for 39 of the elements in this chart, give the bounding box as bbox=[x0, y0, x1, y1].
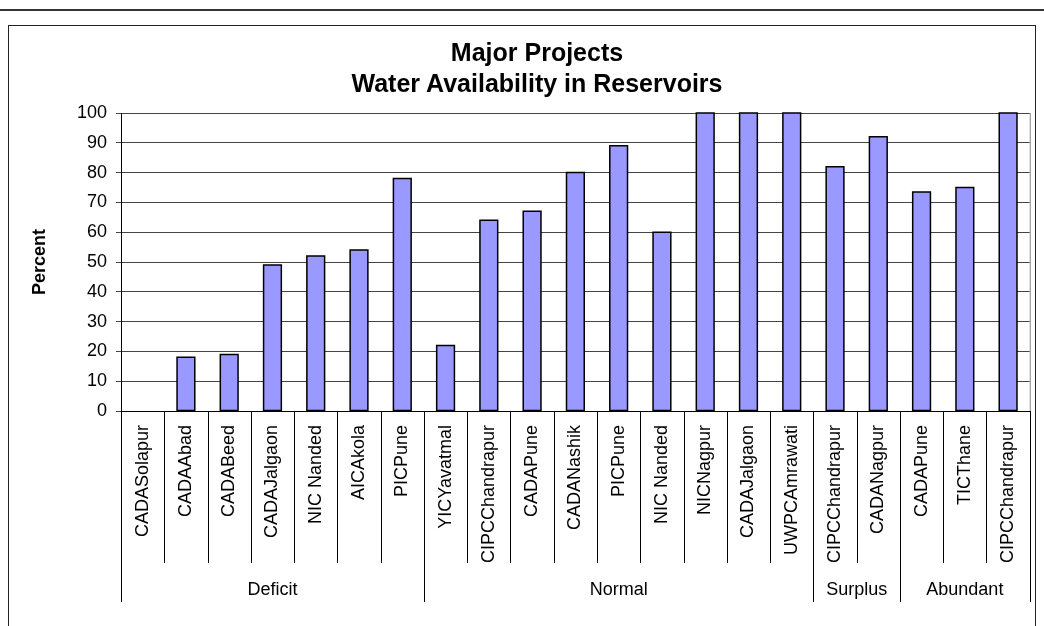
x-tick-label: CADASolapur bbox=[131, 425, 152, 538]
y-tick-label: 20 bbox=[86, 340, 107, 361]
y-tick-label: 30 bbox=[86, 310, 107, 331]
x-tick-label: PICPune bbox=[607, 425, 628, 498]
text: Surplus bbox=[826, 578, 888, 599]
y-tick-label: 0 bbox=[96, 399, 107, 420]
x-tick-label: CIPCChandrapur bbox=[477, 425, 498, 564]
x-tick-label: CADAPune bbox=[521, 425, 542, 518]
x-tick-label: PICPune bbox=[391, 425, 412, 498]
text: Abundant bbox=[926, 578, 1004, 599]
x-tick-label: UWPCAmrawati bbox=[780, 425, 801, 556]
x-tick-label: CADANagpur bbox=[867, 425, 888, 535]
x-tick-label: CADAPune bbox=[910, 425, 931, 518]
x-tick-label: TICThane bbox=[953, 425, 974, 506]
y-tick-label: 100 bbox=[76, 101, 107, 122]
y-tick-label: 40 bbox=[86, 280, 107, 301]
x-tick-label: NIC Nanded bbox=[650, 425, 671, 525]
y-tick-label: 80 bbox=[86, 161, 107, 182]
x-tick-label: AICAkola bbox=[347, 424, 368, 501]
text: Deficit bbox=[247, 578, 298, 599]
x-tick-label: YICYavatmal bbox=[434, 425, 455, 529]
y-tick-label: 50 bbox=[86, 250, 107, 271]
x-tick-label: NIC Nanded bbox=[304, 425, 325, 525]
x-tick-label: CADAJalgaon bbox=[737, 425, 758, 539]
y-tick-label: 10 bbox=[86, 370, 107, 391]
x-tick-label: CIPCChandrapur bbox=[997, 425, 1018, 564]
x-tick-label: CADAJalgaon bbox=[261, 425, 282, 539]
chart-title: Major Projects bbox=[450, 37, 624, 66]
y-tick-label: 90 bbox=[86, 131, 107, 152]
x-tick-label: NICNagpur bbox=[694, 425, 715, 516]
y-axis-title: Percent bbox=[28, 228, 49, 296]
x-tick-label: CADABeed bbox=[218, 425, 239, 518]
x-tick-label: CADAAbad bbox=[174, 425, 195, 518]
x-tick-label: CADANashik bbox=[564, 424, 585, 531]
x-tick-label: CIPCChandrapur bbox=[823, 425, 844, 564]
y-tick-label: 60 bbox=[86, 221, 107, 242]
y-tick-label: 70 bbox=[86, 191, 107, 212]
chart-subtitle: Water Availability in Reservoirs bbox=[351, 68, 723, 97]
text: Normal bbox=[589, 578, 648, 599]
